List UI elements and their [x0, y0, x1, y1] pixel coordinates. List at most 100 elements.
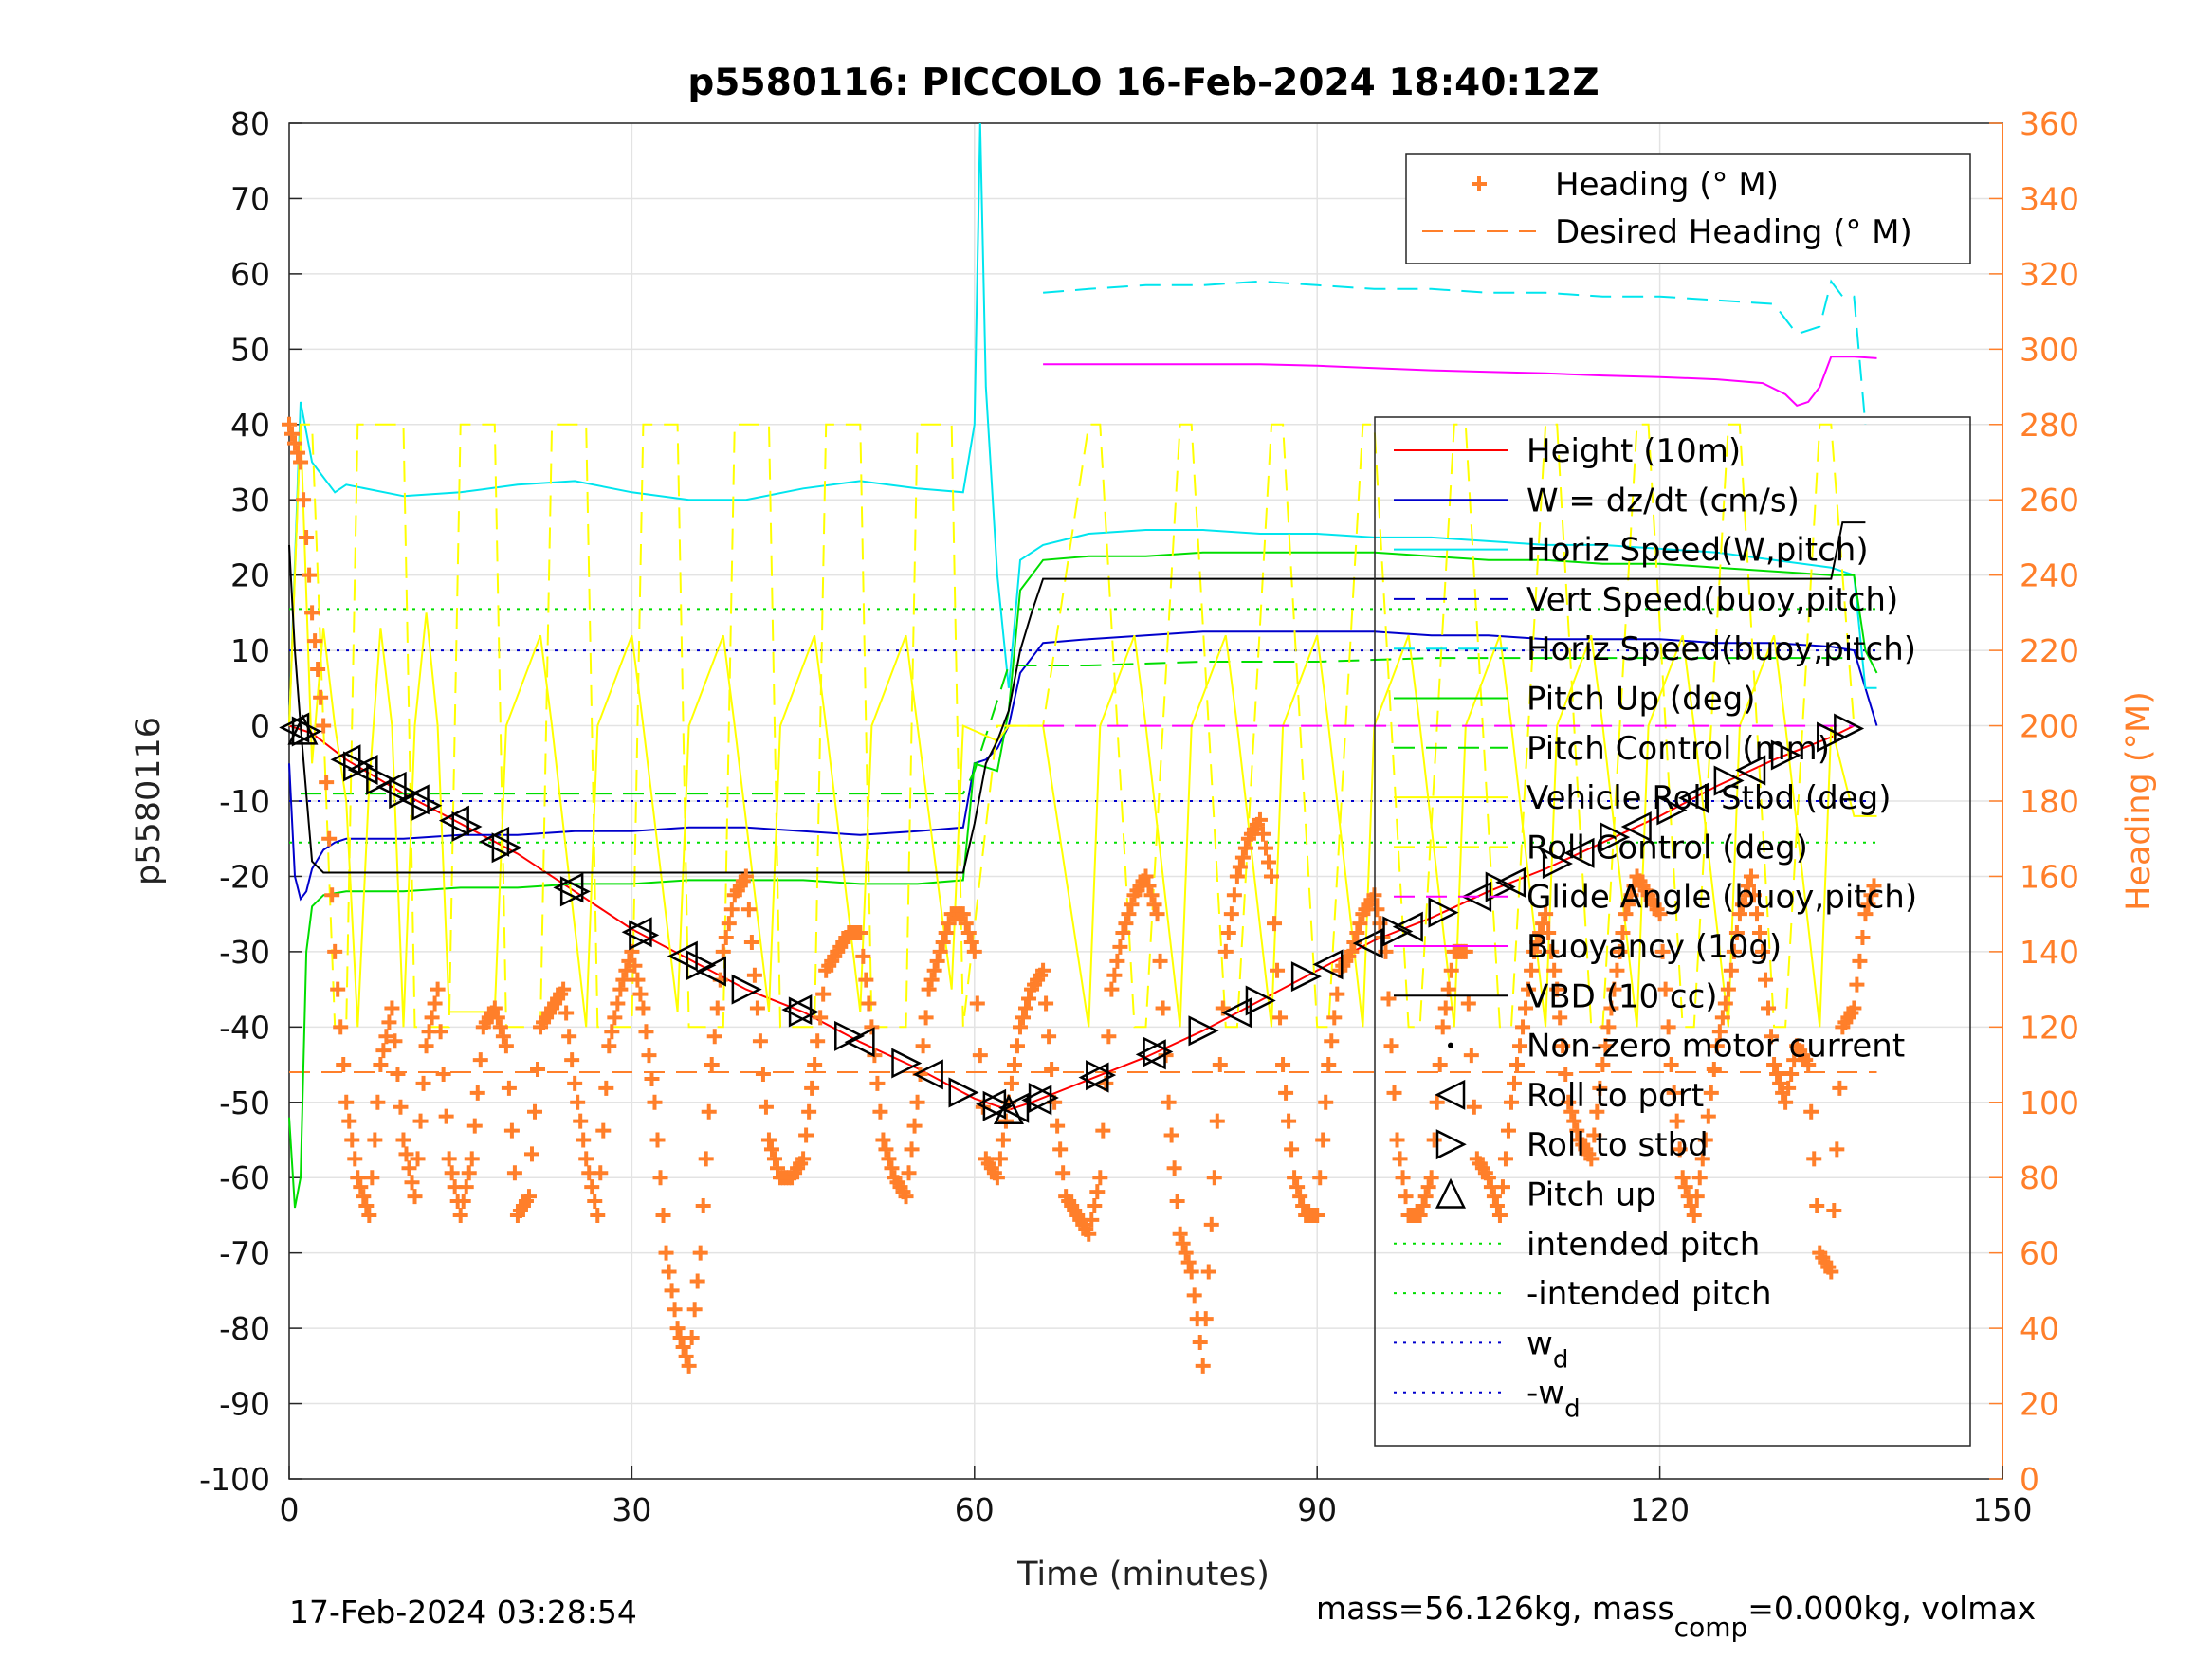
heading-point [1369, 902, 1385, 918]
heading-point [1440, 981, 1456, 997]
heading-point [1329, 986, 1345, 1002]
heading-point [302, 567, 318, 583]
roll-to-port-marker [998, 1092, 1030, 1123]
y-right-tick-label: 160 [2020, 858, 2079, 895]
roll-to-stbd-marker [559, 876, 591, 907]
legend-entry: Heading (° M) [1472, 166, 1779, 204]
heading-point [1694, 1151, 1710, 1167]
heading-point [801, 1103, 817, 1120]
heading-point [1412, 1207, 1428, 1223]
heading-point [1606, 981, 1622, 997]
heading-point [1261, 854, 1276, 870]
legend-label-text: w [1526, 1324, 1553, 1362]
heading-point [1683, 1198, 1699, 1214]
legend-label-text: Vehicle Roll Stbd (deg) [1526, 779, 1892, 817]
heading-point [561, 1029, 577, 1045]
heading-point [1287, 1170, 1303, 1186]
roll-to-stbd-marker [1028, 1082, 1059, 1114]
heading-point [1734, 897, 1750, 913]
y-right-tick-label: 220 [2020, 632, 2079, 669]
heading-point [1423, 1170, 1439, 1186]
heading-point [299, 529, 315, 545]
heading-point [307, 633, 323, 649]
roll-to-stbd-marker [389, 778, 420, 810]
roll-to-stbd-marker [1485, 871, 1516, 902]
legend-label: -wd [1526, 1375, 1581, 1424]
series-line [288, 521, 1866, 874]
heading-point [1229, 868, 1245, 884]
heading-point [681, 1358, 697, 1374]
heading-point [1109, 953, 1125, 969]
series-line [288, 551, 1878, 1209]
heading-point [1740, 878, 1756, 894]
heading-point [644, 1070, 660, 1086]
legend-sample [1435, 1129, 1467, 1160]
legend-sample [1448, 1042, 1453, 1048]
heading-point [1349, 925, 1365, 941]
legend-label: Height (10m) [1526, 432, 1741, 470]
heading-point [1612, 943, 1628, 959]
heading-point [898, 1189, 914, 1205]
heading-point [855, 948, 871, 964]
heading-point [641, 1048, 657, 1064]
heading-point [1697, 1132, 1713, 1148]
heading-point [1463, 1048, 1479, 1064]
heading-point [652, 1170, 668, 1186]
heading-point [310, 661, 326, 677]
heading-point [1041, 1029, 1057, 1045]
y-tick-label: -10 [219, 783, 270, 820]
series-lines [288, 122, 1878, 1209]
heading-point [1223, 906, 1239, 922]
heading-point [378, 1029, 394, 1045]
roll-to-stbd-marker [491, 832, 522, 864]
roll-to-stbd-marker [731, 974, 762, 1005]
heading-point [1252, 811, 1268, 828]
roll-to-stbd-marker [1834, 713, 1865, 744]
heading-point [1324, 1033, 1340, 1049]
heading-point [319, 775, 335, 791]
legend-label-text: Horiz Speed(W,pitch) [1526, 532, 1869, 570]
heading-point [570, 1094, 586, 1110]
roll-to-stbd-marker [1817, 721, 1848, 753]
heading-point [752, 1033, 768, 1049]
roll-to-stbd-marker [948, 1077, 979, 1108]
heading-point [455, 1194, 471, 1210]
heading-point [992, 1151, 1008, 1167]
footer-mass-sub: comp [1674, 1612, 1748, 1643]
heading-point [1677, 1179, 1693, 1195]
heading-point [407, 1189, 423, 1205]
heading-point [1415, 1198, 1431, 1214]
series-line [288, 122, 1877, 726]
heading-point [612, 981, 629, 997]
heading-point [1044, 1062, 1060, 1078]
heading-point [393, 1099, 409, 1115]
heading-point [1146, 897, 1162, 913]
legend-label-text: Buoyancy (10g) [1526, 928, 1782, 966]
legend-entry: Vert Speed(buoy,pitch) [1394, 581, 1898, 619]
heading-point [884, 1160, 900, 1176]
heading-point [1600, 1019, 1617, 1035]
heading-point [1380, 991, 1397, 1007]
heading-point [1018, 1000, 1034, 1016]
heading-point [1161, 1094, 1177, 1110]
heading-series [282, 416, 1882, 1374]
heading-point [1652, 906, 1668, 922]
heading-point [1035, 962, 1051, 978]
heading-point [1806, 1151, 1822, 1167]
heading-point [1826, 1202, 1842, 1218]
heading-point [336, 1057, 352, 1073]
legend-heading: Heading (° M) Desired Heading (° M) [1405, 153, 1971, 264]
heading-point [466, 1118, 483, 1134]
heading-point [578, 1151, 594, 1167]
legend-entry: Buoyancy (10g) [1394, 928, 1782, 966]
heading-point [364, 1170, 380, 1186]
heading-point [1378, 943, 1394, 959]
roll-to-stbd-marker [891, 1048, 923, 1079]
heading-point [347, 1151, 363, 1167]
x-axis-label: Time (minutes) [1016, 1556, 1270, 1594]
roll-to-port-marker [912, 1059, 943, 1090]
pitch-up-marker [993, 1093, 1024, 1124]
heading-point [1823, 1264, 1839, 1280]
legend-label-text: Glide Angle (buoy,pitch) [1526, 879, 1917, 917]
heading-point [658, 1245, 674, 1261]
